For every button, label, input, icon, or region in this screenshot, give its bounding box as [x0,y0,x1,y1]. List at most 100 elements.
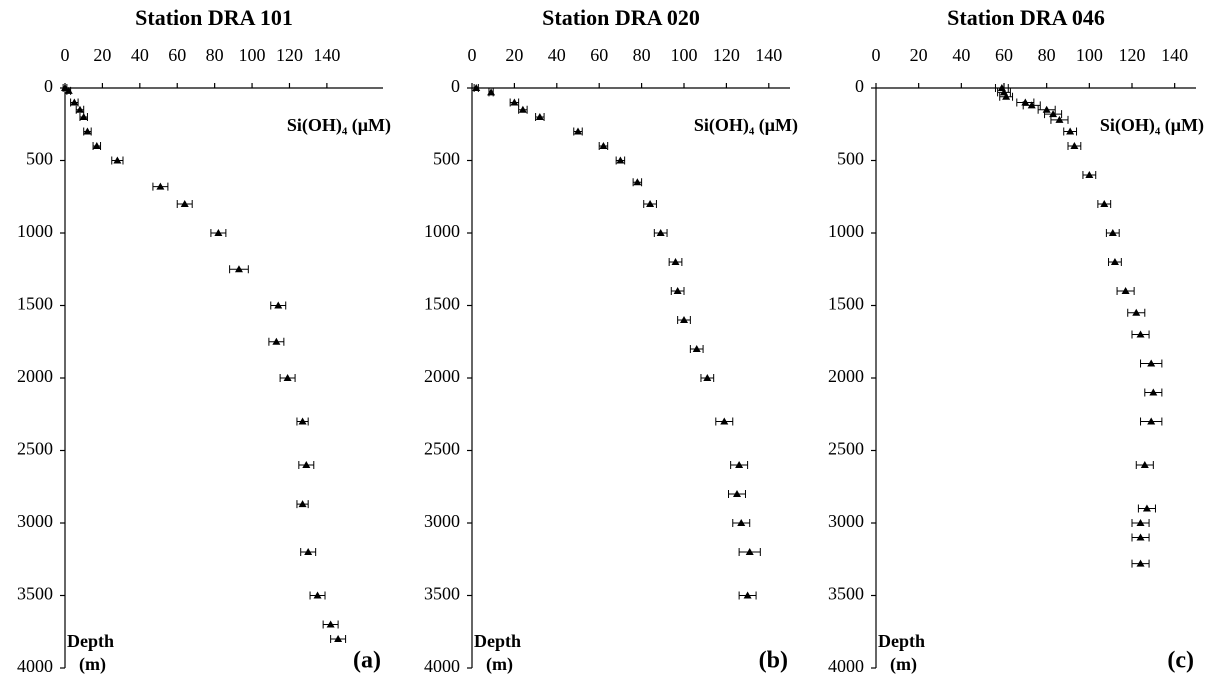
x-tick-label: 0 [872,45,881,65]
point [671,258,680,265]
point [1147,417,1156,425]
y-axis-unit: (m) [486,654,513,675]
point [633,178,642,186]
y-axis-label: Depth [474,631,521,651]
point [1136,559,1145,567]
panel-label: (b) [759,648,788,674]
y-tick-label: 1000 [828,221,864,241]
x-tick-label: 60 [168,45,186,65]
y-tick-label: 4000 [17,656,53,676]
x-tick-label: 20 [93,45,111,65]
y-tick-label: 2000 [424,366,460,386]
x-tick-label: 100 [1076,45,1103,65]
y-tick-label: 1000 [424,221,460,241]
point [472,84,481,91]
point [646,200,655,207]
point [1110,258,1119,265]
y-tick-label: 4000 [828,656,864,676]
point [1147,359,1156,367]
point [156,182,165,190]
x-tick-label: 120 [1119,45,1146,65]
x-axis-label: Si(OH)₄ (μM) [287,115,391,136]
point [733,490,741,497]
point [113,156,122,164]
point [1121,287,1130,294]
point [703,374,712,381]
point [1066,127,1075,135]
y-tick-label: 2500 [17,439,53,459]
point [304,548,313,555]
point [180,200,189,207]
x-tick-label: 60 [590,45,608,65]
x-tick-label: 20 [910,45,928,65]
y-tick-label: 500 [837,149,864,169]
point [326,620,335,628]
point [64,86,73,94]
point [680,316,688,323]
point [214,229,223,236]
panel-label: (c) [1167,648,1194,674]
point [673,287,682,294]
point [298,417,307,425]
x-axis-label: Si(OH)₄ (μM) [694,115,798,136]
x-tick-label: 20 [505,45,523,65]
point [272,337,281,345]
point [1136,519,1145,526]
point [1055,115,1064,123]
point [1140,461,1149,468]
point [692,345,701,352]
x-tick-label: 0 [468,45,477,65]
y-tick-label: 1000 [17,221,53,241]
point [574,127,582,135]
chart-title: Station DRA 020 [542,5,700,30]
point [510,98,519,106]
y-tick-label: 1500 [424,294,460,314]
point [298,500,307,508]
point [274,301,283,309]
x-tick-label: 0 [61,45,70,65]
point [83,127,92,135]
y-tick-label: 0 [451,76,460,96]
y-tick-label: 3500 [828,584,864,604]
panel: Station DRA 046 0 20 40 60 80 100 120 140 0 500 100… [828,5,1204,676]
y-tick-label: 1500 [828,294,864,314]
point [1085,171,1094,178]
point [234,265,243,273]
point [535,113,544,120]
x-tick-label: 100 [671,45,698,65]
point [656,229,665,236]
point [487,88,496,96]
x-tick-label: 40 [131,45,149,65]
point [743,591,752,599]
x-tick-label: 140 [1161,45,1188,65]
y-tick-label: 3000 [828,511,864,531]
point [599,142,608,149]
y-tick-label: 3500 [17,584,53,604]
point [79,113,88,120]
y-tick-label: 3000 [424,511,460,531]
y-tick-label: 500 [433,149,460,169]
point [334,635,343,642]
point [313,591,322,599]
y-axis-label: Depth [878,631,925,651]
point [737,519,746,526]
x-tick-label: 80 [206,45,224,65]
panel-label: (a) [353,648,381,674]
y-tick-label: 0 [855,76,864,96]
point [1070,142,1079,149]
chart-title: Station DRA 046 [947,5,1105,30]
point [302,461,311,468]
panel: Station DRA 101 0 20 40 60 80 100 120 140 0 500 100… [17,5,391,676]
point [283,374,292,381]
point [616,156,625,164]
chart-title: Station DRA 101 [135,5,293,30]
point [745,548,754,555]
x-tick-label: 120 [276,45,303,65]
y-tick-label: 2500 [424,439,460,459]
point [735,461,744,468]
x-tick-label: 80 [1038,45,1056,65]
y-tick-label: 1500 [17,294,53,314]
y-tick-label: 4000 [424,656,460,676]
y-axis-unit: (m) [890,654,917,675]
